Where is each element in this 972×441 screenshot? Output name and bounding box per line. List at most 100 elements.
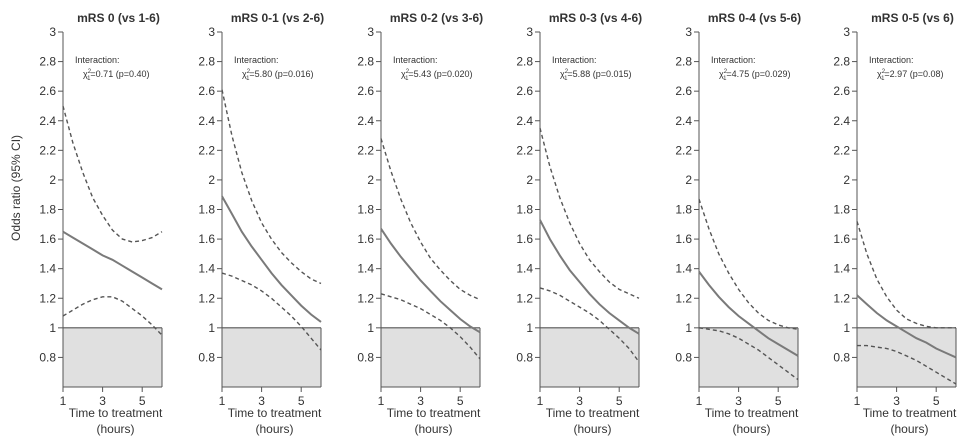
x-tick-label: 3 [258,394,265,408]
x-tick-label: 1 [696,394,703,408]
x-tick-label: 5 [457,394,464,408]
y-axis-label: Odds ratio (95% CI) [9,135,23,241]
series-lower-line [62,296,163,336]
y-tick-label: 1.4 [516,262,533,276]
panel-title: mRS 0-2 (vs 3-6) [390,11,483,25]
y-tick-label: 2.4 [39,114,56,128]
y-tick-label: 2.8 [516,55,533,69]
y-tick-label: 0.8 [516,350,533,364]
y-tick-label: 1.4 [39,262,56,276]
y-tick-label: 2.2 [833,143,850,157]
series-upper-line [221,89,322,285]
interaction-label: Interaction: [711,55,756,65]
x-axis-label: Time to treatment [705,406,799,420]
y-tick-label: 2.2 [516,143,533,157]
panel-title: mRS 0 (vs 1-6) [77,11,160,25]
y-tick-label: 2.2 [198,143,215,157]
y-tick-label: 1.2 [39,291,56,305]
chart-panel-3: 0.8 1 1.2 1.4 1.6 1.8 2 2.2 2.4 2.6 2.8 3 1 3 5 mRS 0-2… [357,11,483,436]
x-tick-label: 5 [139,394,146,408]
x-tick-label: 3 [417,394,424,408]
y-tick-label: 1.8 [675,203,692,217]
y-tick-label: 1.6 [357,232,374,246]
reference-region [222,327,321,387]
y-tick-label: 1 [685,321,692,335]
series-lower-line [857,344,957,385]
interaction-statistic: χ2 1=5.88 (p=0.015) [560,69,631,82]
x-axis-label-units: (hours) [732,422,770,436]
x-axis-label: Time to treatment [228,406,322,420]
y-tick-label: 1.8 [357,203,374,217]
series-upper-line [856,221,956,329]
y-tick-label: 0.8 [833,350,850,364]
x-axis-label: Time to treatment [69,406,163,420]
y-tick-label: 1.2 [675,291,692,305]
y-tick-label: 1.6 [516,232,533,246]
y-tick-label: 3 [843,25,850,39]
y-tick-label: 1 [526,321,533,335]
x-axis-label-units: (hours) [96,422,134,436]
y-tick-label: 2.4 [357,114,374,128]
x-tick-label: 1 [219,394,226,408]
series-upper-line [539,127,640,299]
reference-region [540,327,639,387]
y-tick-label: 0.8 [357,350,374,364]
y-tick-label: 2 [843,173,850,187]
series-estimate-line [380,228,481,334]
y-tick-label: 0.8 [198,350,215,364]
y-tick-label: 1.4 [833,262,850,276]
reference-region [63,327,162,387]
interaction-label: Interaction: [234,55,279,65]
interaction-statistic: χ2 1=4.75 (p=0.029) [719,69,790,82]
panel-title: mRS 0-4 (vs 5-6) [708,11,801,25]
x-tick-label: 3 [893,394,900,408]
y-tick-label: 0.8 [39,350,56,364]
interaction-label: Interaction: [552,55,597,65]
x-tick-label: 1 [378,394,385,408]
x-tick-label: 5 [616,394,623,408]
y-tick-label: 2.8 [833,55,850,69]
reference-region [381,327,480,387]
y-tick-label: 2.6 [39,84,56,98]
x-tick-label: 3 [735,394,742,408]
y-tick-label: 1 [208,321,215,335]
x-tick-label: 3 [576,394,583,408]
y-tick-label: 2.2 [675,143,692,157]
y-tick-label: 1.2 [833,291,850,305]
reference-region [857,327,956,387]
y-tick-label: 1.6 [675,232,692,246]
y-tick-label: 1.2 [198,291,215,305]
panel-title: mRS 0-1 (vs 2-6) [231,11,324,25]
chart-panel-6: 0.8 1 1.2 1.4 1.6 1.8 2 2.2 2.4 2.6 2.8 3 1 3 5 mRS 0-5… [833,11,957,436]
series-estimate-line [698,271,799,357]
x-tick-label: 1 [854,394,861,408]
y-tick-label: 3 [208,25,215,39]
y-tick-label: 1.8 [39,203,56,217]
series-lower-line [698,327,799,381]
y-tick-label: 1 [843,321,850,335]
x-axis-label: Time to treatment [863,406,957,420]
interaction-statistic: χ2 1=0.71 (p=0.40) [83,69,149,82]
y-tick-label: 2.6 [198,84,215,98]
series-estimate-line [221,195,322,323]
chart-panel-5: 0.8 1 1.2 1.4 1.6 1.8 2 2.2 2.4 2.6 2.8 3 1 3 5 mRS 0-4… [675,11,801,436]
series-upper-line [62,105,163,243]
y-tick-label: 2 [526,173,533,187]
y-tick-label: 1.4 [675,262,692,276]
y-tick-label: 3 [526,25,533,39]
x-tick-label: 5 [775,394,782,408]
y-tick-label: 2 [367,173,374,187]
series-estimate-line [856,294,957,359]
y-tick-label: 1.4 [357,262,374,276]
chart-panel-1: 0.8 1 1.2 1.4 1.6 1.8 2 2.2 2.4 2.6 2.8 3 1 3 5 mRS 0 (… [39,11,163,436]
y-tick-label: 1.4 [198,262,215,276]
x-axis-label-units: (hours) [255,422,293,436]
y-tick-label: 2.4 [516,114,533,128]
x-axis-label-units: (hours) [414,422,452,436]
y-tick-label: 1 [367,321,374,335]
y-tick-label: 2.8 [357,55,374,69]
y-tick-label: 2.4 [833,114,850,128]
y-tick-label: 3 [685,25,692,39]
y-tick-label: 2.4 [675,114,692,128]
x-axis-label: Time to treatment [546,406,640,420]
